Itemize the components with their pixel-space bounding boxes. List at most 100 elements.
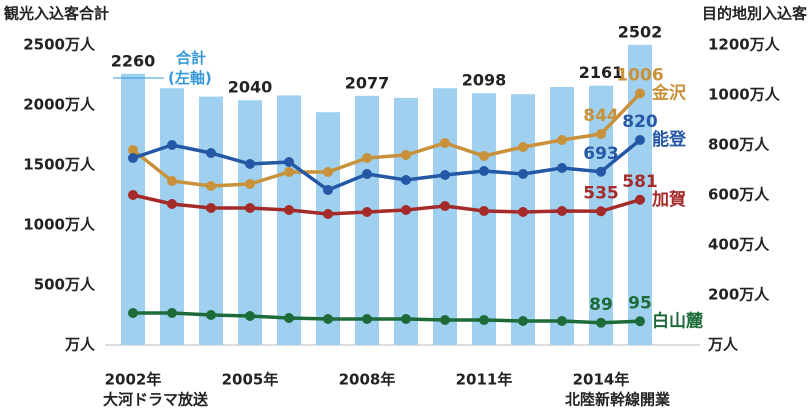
line-point: [401, 314, 411, 324]
line-point: [479, 206, 489, 216]
line-point: [128, 308, 138, 318]
line-point: [128, 153, 138, 163]
line-point: [518, 142, 528, 152]
line-point: [635, 135, 645, 145]
legend-label: 合計 (左軸): [168, 49, 212, 87]
bar: [511, 94, 535, 345]
line-point: [284, 167, 294, 177]
line-point: [440, 138, 450, 148]
line-point: [518, 207, 528, 217]
series-label: 能登: [652, 129, 687, 150]
line-point: [167, 176, 177, 186]
line-value-label: 1006: [616, 66, 663, 86]
line-point: [323, 314, 333, 324]
x-tick-label: 2005年: [222, 371, 279, 389]
series-label: 金沢: [651, 83, 687, 104]
line-point: [167, 140, 177, 150]
line-point: [596, 206, 606, 217]
line-value-label: 535: [583, 183, 619, 203]
line-point: [401, 175, 411, 185]
legend-label-part: 合計: [175, 49, 206, 67]
line-point: [128, 145, 138, 155]
y2-tick-label: 800万人: [708, 136, 770, 154]
line-point: [479, 151, 489, 161]
line-point: [440, 315, 450, 325]
line-point: [167, 308, 177, 318]
bar-value-label: 2098: [462, 71, 507, 90]
y-tick-label: 2500万人: [23, 36, 96, 54]
line-point: [518, 316, 528, 326]
line-point: [479, 315, 489, 325]
bar: [394, 97, 418, 345]
y-tick-label: 2000万人: [23, 96, 96, 114]
bar-value-label: 2040: [228, 78, 273, 97]
bar: [316, 112, 340, 345]
line-point: [401, 150, 411, 160]
line-point: [128, 190, 138, 200]
x-tick-label: 2011年: [456, 371, 513, 389]
line: [132, 193, 641, 216]
bar: [121, 73, 145, 346]
line-point: [557, 163, 567, 173]
x-tick-label: 2002年: [105, 371, 162, 389]
x-tick-label: 2014年: [573, 371, 630, 389]
y2-tick-label: 1200万人: [708, 36, 781, 54]
annotation: 大河ドラマ放送: [103, 391, 209, 409]
bar: [355, 95, 379, 345]
line-point: [167, 199, 177, 209]
bar: [472, 93, 496, 346]
bar: [160, 88, 184, 345]
line-point: [557, 316, 567, 326]
line-value-label: 693: [583, 144, 619, 164]
line: [132, 138, 642, 192]
line-point: [245, 159, 255, 169]
line-point: [206, 203, 216, 213]
y2-tick-label: 200万人: [708, 286, 770, 304]
line-point: [362, 207, 372, 217]
annotation: 北陸新幹線開業: [565, 391, 671, 409]
bar-value-label: 2260: [111, 51, 156, 70]
x-tick-label: 2008年: [339, 371, 396, 389]
y2-tick-label: 万人: [707, 336, 739, 354]
line-point: [245, 179, 255, 189]
line-point: [596, 166, 606, 177]
line-point: [596, 317, 606, 328]
bar: [238, 100, 262, 345]
line-point: [206, 181, 216, 191]
y-tick-label: 500万人: [34, 276, 96, 294]
line-point: [557, 206, 567, 216]
line-point: [635, 316, 645, 327]
bar-value-label: 2502: [618, 22, 663, 41]
line-point: [323, 185, 333, 195]
y2-tick-label: 400万人: [708, 236, 770, 254]
bar-value-label: 2077: [345, 73, 390, 92]
line-point: [362, 153, 372, 163]
line-point: [284, 205, 294, 215]
line-point: [245, 311, 255, 321]
line-point: [479, 166, 489, 176]
line-point: [323, 209, 333, 219]
line: [133, 311, 641, 325]
series-label: 白山麓: [652, 310, 703, 331]
line-point: [557, 135, 567, 145]
series-label: 加賀: [651, 190, 686, 210]
bar: [277, 95, 301, 346]
line-value-label: 89: [589, 295, 613, 315]
line-point: [323, 167, 333, 177]
y2-tick-label: 1000万人: [708, 86, 781, 104]
y-tick-label: 万人: [64, 336, 96, 354]
line-value-label: 95: [628, 293, 652, 313]
legend-label-part: (左軸): [168, 69, 212, 87]
line-point: [284, 157, 294, 167]
bar: [199, 96, 223, 345]
line-value-label: 844: [583, 106, 619, 126]
line-point: [245, 203, 255, 213]
y-axis-title: 観光入込客合計: [4, 5, 109, 23]
bar-value-label: 2161: [579, 63, 624, 82]
y2-tick-label: 600万人: [708, 186, 770, 204]
line-value-label: 581: [622, 172, 658, 192]
line-point: [440, 201, 450, 211]
line-point: [401, 205, 411, 215]
bar: [433, 88, 457, 345]
